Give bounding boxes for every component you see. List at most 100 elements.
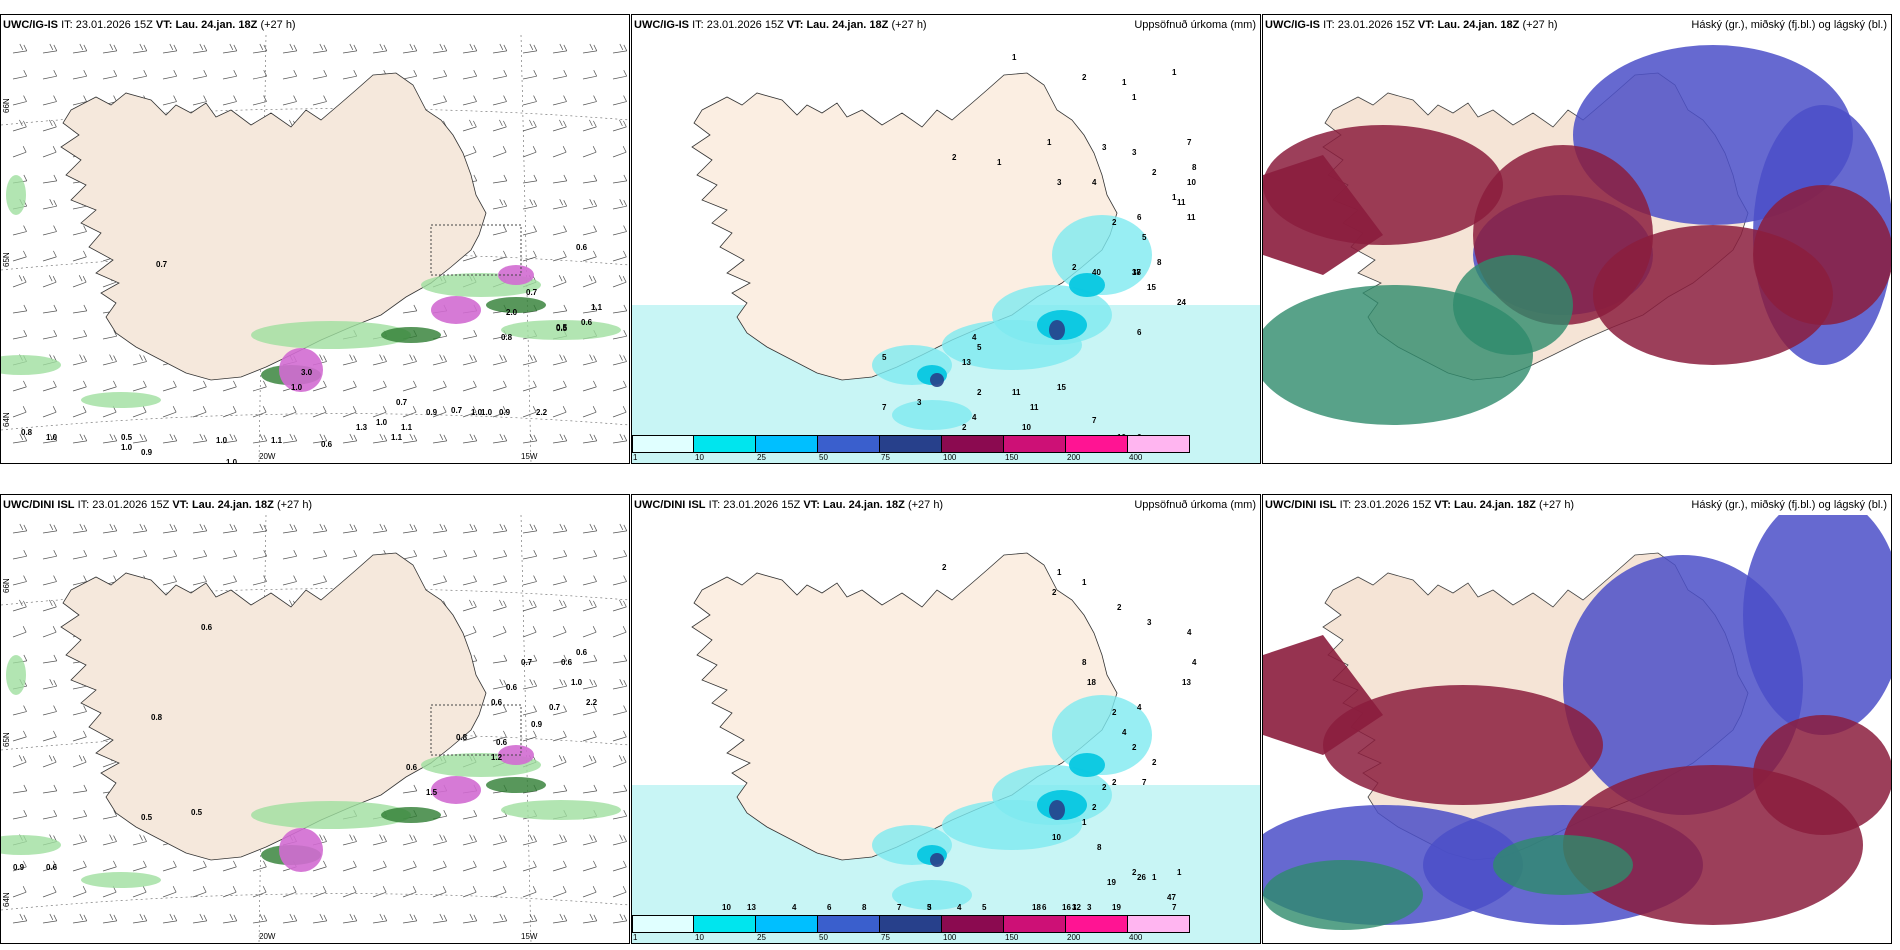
colorbar-swatch bbox=[880, 435, 942, 453]
panel-wind-precip-ig: UWC/IG-IS IT: 23.01.2026 15Z VT: Lau. 24… bbox=[0, 14, 630, 464]
precip-value-label: 0.7 bbox=[396, 398, 408, 407]
precip-value-label: 1.0 bbox=[226, 458, 238, 463]
precip-value-label: 0.6 bbox=[581, 318, 593, 327]
precip-value-label: 8 bbox=[1157, 258, 1162, 267]
precip-area bbox=[251, 801, 411, 829]
precip-value-label: 1.1 bbox=[401, 423, 413, 432]
precip-value-label: 2 bbox=[1117, 603, 1122, 612]
precip-value-label: 0.6 bbox=[576, 648, 588, 657]
colorbar-swatch bbox=[756, 915, 818, 933]
precip-value-label: 11 bbox=[1187, 213, 1196, 222]
colorbar-frame bbox=[632, 435, 1190, 453]
lat-label-64n: 64N bbox=[2, 412, 11, 427]
precip-value-label: 11 bbox=[1012, 388, 1021, 397]
colorbar-swatch bbox=[1004, 915, 1066, 933]
map-area bbox=[1263, 35, 1891, 463]
colorbar-tick: 100 bbox=[943, 453, 957, 462]
precip-value-label: 7 bbox=[882, 403, 887, 412]
lat-label-66n: 66N bbox=[2, 578, 11, 593]
precip-value-label: 1 bbox=[1172, 68, 1177, 77]
precip-value-label: 0.7 bbox=[549, 703, 561, 712]
precip-value-label: 0.9 bbox=[141, 448, 153, 457]
precip-value-label: 0.5 bbox=[556, 323, 568, 332]
precip-value-label: 2.2 bbox=[586, 698, 598, 707]
precip-value-label: 4 bbox=[1122, 728, 1127, 737]
high-level-cloud bbox=[1753, 185, 1891, 325]
precip-value-label: 0.9 bbox=[499, 408, 511, 417]
precip-value-label: 4 bbox=[1092, 178, 1097, 187]
precip-value-label: 1 bbox=[1172, 193, 1177, 202]
colorbar-tick: 25 bbox=[757, 933, 766, 942]
precip-value-label: 0.5 bbox=[556, 324, 568, 333]
precip-value-label: 2 bbox=[942, 563, 947, 572]
precip-value-label: 19 bbox=[1112, 903, 1121, 912]
colorbar-swatch bbox=[942, 435, 1004, 453]
lon-label-15w: 15W bbox=[521, 932, 538, 941]
lat-label-65n: 65N bbox=[2, 732, 11, 747]
precip-value-label: 1 bbox=[997, 158, 1002, 167]
precip-value-label: 0.6 bbox=[46, 863, 58, 872]
colorbar-tick: 50 bbox=[819, 453, 828, 462]
precip-value-label: 26 bbox=[1137, 873, 1146, 882]
precip-value-label: 8 bbox=[862, 903, 867, 912]
precip-value-label: 0.8 bbox=[501, 333, 513, 342]
precip-area bbox=[1069, 753, 1105, 777]
precip-area bbox=[501, 800, 621, 820]
precip-value-label: 2.0 bbox=[506, 308, 518, 317]
colorbar-frame bbox=[632, 915, 1190, 933]
precip-value-label: 0.6 bbox=[201, 623, 213, 632]
precip-value-label: 0.6 bbox=[491, 698, 503, 707]
precip-value-label: 5 bbox=[882, 353, 887, 362]
precip-value-label: 1 bbox=[1012, 53, 1017, 62]
panel-title: UWC/IG-IS IT: 23.01.2026 15Z VT: Lau. 24… bbox=[1265, 19, 1558, 31]
colorbar-tick: 50 bbox=[819, 933, 828, 942]
precip-value-label: 18 bbox=[1087, 678, 1096, 687]
precip-value-label: 1.3 bbox=[356, 423, 368, 432]
precip-value-label: 0.9 bbox=[531, 720, 543, 729]
precip-value-label: 2 bbox=[1112, 218, 1117, 227]
precip-value-label: 18 bbox=[1032, 903, 1041, 912]
precip-area bbox=[486, 777, 546, 793]
precip-area bbox=[1, 835, 61, 855]
precip-value-label: 0.7 bbox=[526, 288, 538, 297]
panel-title: UWC/DINI ISL IT: 23.01.2026 15Z VT: Lau.… bbox=[3, 499, 313, 511]
precip-value-label: 7 bbox=[897, 903, 902, 912]
precip-value-label: 0.9 bbox=[13, 863, 25, 872]
precip-value-label: 1 bbox=[1177, 868, 1182, 877]
panel-variable: Háský (gr.), miðský (fj.bl.) og lágský (… bbox=[1691, 499, 1887, 511]
precip-value-label: 0.9 bbox=[426, 408, 438, 417]
precip-area bbox=[6, 655, 26, 695]
map-area: 1 2 1 1 1 2 1 1 3 4 3 2 1 7 8 10 11 11 2 6 5 8 18 15 2 37 24 6 13 4 5 1… bbox=[632, 35, 1260, 463]
map-area: 0.7 0.6 0.5 0.7 0.6 1.1 2.0 0.8 0.5 3.0 1.0 1.0 0.7 1… bbox=[1, 35, 629, 463]
precip-value-label: 6 bbox=[1137, 213, 1142, 222]
precip-value-label: 4 bbox=[972, 413, 977, 422]
precip-value-label: 10 bbox=[1022, 423, 1031, 432]
colorbar-swatch bbox=[694, 915, 756, 933]
mid-level-cloud bbox=[1563, 555, 1803, 815]
colorbar-swatch bbox=[880, 915, 942, 933]
precip-value-label: 0.6 bbox=[406, 763, 418, 772]
snow-area bbox=[431, 776, 481, 804]
precip-value-label: 1 bbox=[1152, 873, 1157, 882]
precip-area bbox=[486, 297, 546, 313]
precip-value-label: 10 bbox=[1187, 178, 1196, 187]
colorbar-tick: 1 bbox=[633, 453, 638, 462]
precip-value-label: 1 bbox=[1132, 93, 1137, 102]
precip-value-label: 4 bbox=[972, 333, 977, 342]
precip-value-label: 6 bbox=[1042, 903, 1047, 912]
precip-value-label: 1.1 bbox=[591, 303, 603, 312]
precip-value-label: 7 bbox=[1172, 903, 1177, 912]
precip-value-label: 2 bbox=[962, 423, 967, 432]
precip-area bbox=[81, 872, 161, 888]
precip-value-label: 4 bbox=[1187, 628, 1192, 637]
colorbar-swatch bbox=[694, 435, 756, 453]
lat-label-65n: 65N bbox=[2, 252, 11, 267]
precip-value-label: 1.0 bbox=[216, 436, 228, 445]
panel-title: UWC/IG-IS IT: 23.01.2026 15Z VT: Lau. 24… bbox=[3, 19, 296, 31]
panel-precip-dini: UWC/DINI ISL IT: 23.01.2026 15Z VT: Lau.… bbox=[631, 494, 1261, 944]
precip-value-label: 0.8 bbox=[456, 733, 468, 742]
colorbar-swatch bbox=[756, 435, 818, 453]
precip-value-label: 0.8 bbox=[21, 428, 33, 437]
precip-value-label: 5 bbox=[982, 903, 987, 912]
colorbar-tick: 400 bbox=[1129, 933, 1143, 942]
